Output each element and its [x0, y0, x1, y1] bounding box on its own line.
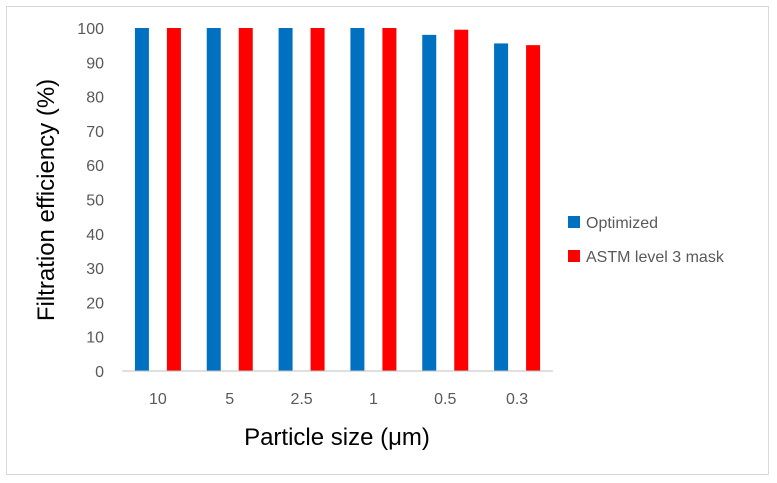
- legend-swatch: [568, 250, 580, 262]
- y-tick-label: 70: [86, 124, 104, 141]
- x-axis-ticks: 10 5 2.5 1 0.5 0.3: [149, 391, 528, 408]
- y-tick-label: 90: [86, 55, 104, 72]
- bar-optimized-5: [494, 43, 509, 372]
- y-tick-label: 40: [86, 227, 104, 244]
- y-axis-title: Filtration efficiency (%): [33, 79, 60, 321]
- bar-optimized-1: [206, 28, 221, 371]
- y-tick-label: 30: [86, 261, 104, 278]
- y-axis-ticks: 0 10 20 30 40 50 60 70 80 90 100: [77, 21, 104, 381]
- bar-astm-level-3-mask-3: [382, 28, 397, 371]
- x-tick-label: 0.5: [434, 391, 456, 408]
- bar-astm-level-3-mask-2: [310, 28, 325, 371]
- bar-astm-level-3-mask-4: [454, 29, 469, 372]
- bar-optimized-3: [350, 28, 365, 371]
- y-tick-label: 60: [86, 158, 104, 175]
- x-tick-label: 1: [369, 391, 378, 408]
- legend-label: Optimized: [586, 215, 658, 232]
- bar-optimized-4: [422, 34, 437, 372]
- legend-label: ASTM level 3 mask: [586, 249, 725, 266]
- legend: Optimized ASTM level 3 mask: [568, 215, 725, 266]
- y-tick-label: 80: [86, 90, 104, 107]
- y-tick-label: 100: [77, 21, 104, 38]
- y-tick-label: 0: [95, 364, 104, 381]
- x-axis-title: Particle size (μm): [244, 424, 430, 451]
- x-tick-label: 0.3: [506, 391, 528, 408]
- x-tick-label: 5: [225, 391, 234, 408]
- bar-astm-level-3-mask-0: [166, 28, 181, 371]
- bar-optimized-2: [278, 28, 293, 371]
- bar-optimized-0: [134, 28, 149, 371]
- y-tick-label: 20: [86, 295, 104, 312]
- y-tick-label: 50: [86, 193, 104, 210]
- legend-swatch: [568, 216, 580, 228]
- x-tick-label: 10: [149, 391, 167, 408]
- x-tick-label: 2.5: [290, 391, 312, 408]
- bars: [134, 28, 541, 372]
- bar-astm-level-3-mask-1: [238, 28, 253, 371]
- y-tick-label: 10: [86, 330, 104, 347]
- bar-astm-level-3-mask-5: [526, 45, 541, 372]
